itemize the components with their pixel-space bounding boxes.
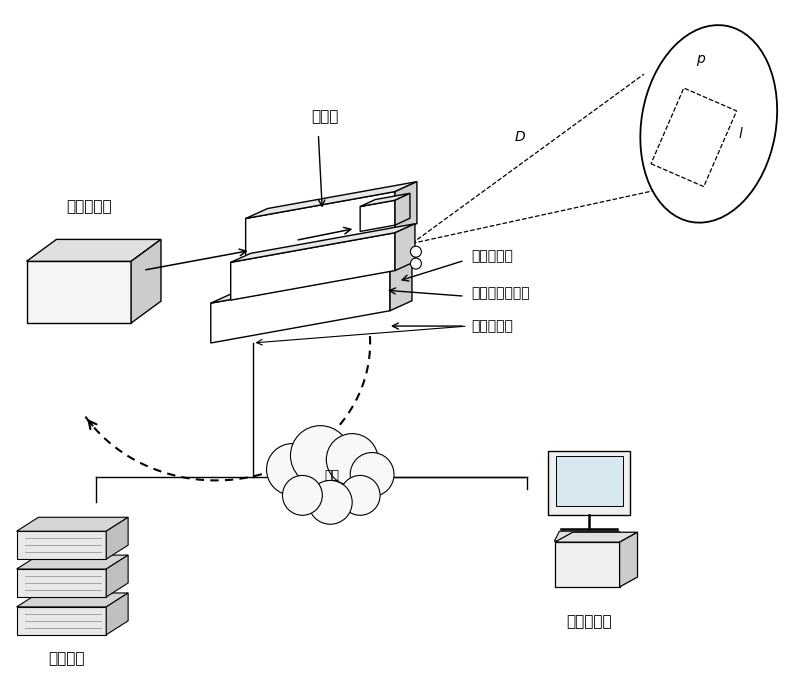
Circle shape bbox=[266, 443, 318, 496]
Polygon shape bbox=[554, 531, 624, 541]
Polygon shape bbox=[360, 200, 395, 231]
Polygon shape bbox=[210, 271, 390, 343]
Polygon shape bbox=[26, 239, 161, 261]
Polygon shape bbox=[555, 532, 638, 542]
Circle shape bbox=[326, 434, 378, 485]
Circle shape bbox=[290, 426, 350, 485]
Circle shape bbox=[410, 246, 422, 257]
Polygon shape bbox=[230, 233, 395, 300]
Polygon shape bbox=[17, 531, 106, 559]
Circle shape bbox=[410, 258, 422, 269]
Text: 测距客户端: 测距客户端 bbox=[566, 614, 612, 629]
Circle shape bbox=[308, 481, 352, 524]
Polygon shape bbox=[395, 193, 410, 225]
Polygon shape bbox=[555, 542, 619, 587]
Polygon shape bbox=[556, 456, 622, 506]
Polygon shape bbox=[17, 607, 106, 635]
Polygon shape bbox=[26, 261, 131, 323]
Text: D: D bbox=[514, 129, 525, 144]
Polygon shape bbox=[106, 555, 128, 597]
Polygon shape bbox=[619, 532, 638, 587]
Polygon shape bbox=[210, 261, 412, 303]
Polygon shape bbox=[651, 88, 737, 186]
Text: 角度传感器: 角度传感器 bbox=[472, 250, 514, 263]
Circle shape bbox=[282, 475, 322, 515]
Polygon shape bbox=[548, 451, 630, 515]
Circle shape bbox=[350, 452, 394, 496]
Text: l: l bbox=[738, 127, 742, 141]
Polygon shape bbox=[395, 224, 415, 271]
Polygon shape bbox=[246, 182, 417, 218]
Polygon shape bbox=[106, 593, 128, 635]
Text: 激光测距传感器: 激光测距传感器 bbox=[472, 286, 530, 300]
Polygon shape bbox=[17, 569, 106, 597]
Circle shape bbox=[340, 475, 380, 515]
Polygon shape bbox=[17, 555, 128, 569]
Polygon shape bbox=[17, 517, 128, 531]
Polygon shape bbox=[246, 192, 395, 260]
Text: 中心平台: 中心平台 bbox=[48, 651, 85, 666]
Polygon shape bbox=[390, 261, 412, 311]
Polygon shape bbox=[230, 224, 415, 262]
Text: p: p bbox=[696, 52, 705, 66]
Text: 网络: 网络 bbox=[325, 469, 340, 482]
Polygon shape bbox=[17, 593, 128, 607]
Text: 编解码模块: 编解码模块 bbox=[66, 199, 112, 214]
Text: 高精度云台: 高精度云台 bbox=[472, 319, 514, 333]
Text: 摄像机: 摄像机 bbox=[312, 109, 339, 125]
Polygon shape bbox=[360, 193, 410, 207]
Polygon shape bbox=[131, 239, 161, 323]
Ellipse shape bbox=[640, 25, 777, 222]
Polygon shape bbox=[106, 517, 128, 559]
Polygon shape bbox=[395, 182, 417, 233]
